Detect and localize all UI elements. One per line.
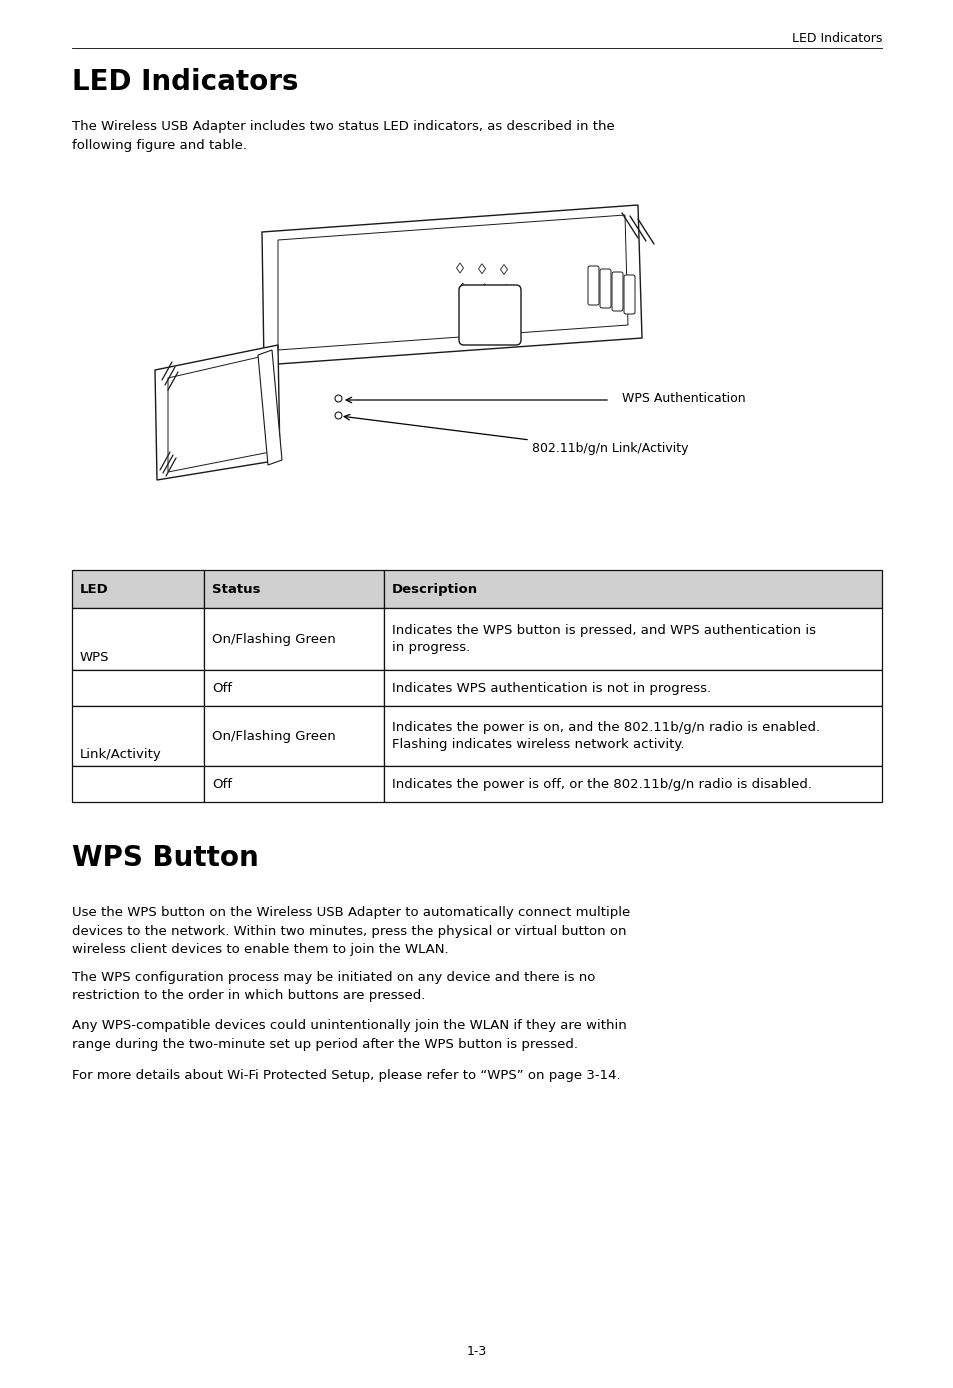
Bar <box>383 670 882 706</box>
Bar <box>71 570 204 608</box>
Text: Indicates the power is on, and the 802.11b/g/n radio is enabled.
Flashing indica: Indicates the power is on, and the 802.1… <box>392 720 820 751</box>
Text: WPS Button: WPS Button <box>71 844 258 872</box>
Text: The WPS configuration process may be initiated on any device and there is no
res: The WPS configuration process may be ini… <box>71 970 595 1002</box>
Text: LED: LED <box>80 583 109 595</box>
Text: Any WPS-compatible devices could unintentionally join the WLAN if they are withi: Any WPS-compatible devices could uninten… <box>71 1020 626 1051</box>
Text: The Wireless USB Adapter includes two status LED indicators, as described in the: The Wireless USB Adapter includes two st… <box>71 119 614 151</box>
Polygon shape <box>154 346 280 480</box>
Text: Link/Activity: Link/Activity <box>80 748 162 761</box>
Bar <box>71 608 204 670</box>
Text: Status: Status <box>212 583 260 595</box>
Text: Off: Off <box>212 777 232 791</box>
Text: Indicates WPS authentication is not in progress.: Indicates WPS authentication is not in p… <box>392 682 710 694</box>
Text: Description: Description <box>392 583 477 595</box>
FancyBboxPatch shape <box>623 275 635 314</box>
Text: On/Flashing Green: On/Flashing Green <box>212 730 335 743</box>
Bar <box>204 570 383 608</box>
Text: WPS Authentication: WPS Authentication <box>621 391 745 404</box>
Text: Indicates the WPS button is pressed, and WPS authentication is
in progress.: Indicates the WPS button is pressed, and… <box>392 623 815 654</box>
Text: For more details about Wi-Fi Protected Setup, please refer to “WPS” on page 3-14: For more details about Wi-Fi Protected S… <box>71 1069 620 1081</box>
Text: On/Flashing Green: On/Flashing Green <box>212 633 335 645</box>
Text: WPS: WPS <box>80 651 110 663</box>
Bar <box>383 706 882 766</box>
Bar <box>71 766 204 802</box>
FancyBboxPatch shape <box>612 272 622 311</box>
Polygon shape <box>257 350 282 465</box>
FancyBboxPatch shape <box>587 266 598 305</box>
Text: 802.11b/g/n Link/Activity: 802.11b/g/n Link/Activity <box>532 441 688 455</box>
Bar <box>71 706 204 766</box>
Text: 1-3: 1-3 <box>466 1345 487 1357</box>
Text: Use the WPS button on the Wireless USB Adapter to automatically connect multiple: Use the WPS button on the Wireless USB A… <box>71 906 630 956</box>
Bar <box>383 570 882 608</box>
Text: LED Indicators: LED Indicators <box>71 68 298 96</box>
Text: Indicates the power is off, or the 802.11b/g/n radio is disabled.: Indicates the power is off, or the 802.1… <box>392 777 811 791</box>
FancyBboxPatch shape <box>458 285 520 346</box>
Bar <box>204 608 383 670</box>
Text: LED Indicators: LED Indicators <box>791 32 882 44</box>
Polygon shape <box>262 205 641 365</box>
Bar <box>204 706 383 766</box>
Bar <box>204 670 383 706</box>
Bar <box>71 670 204 706</box>
Bar <box>383 766 882 802</box>
FancyBboxPatch shape <box>599 269 610 308</box>
Bar <box>383 608 882 670</box>
Bar <box>204 766 383 802</box>
Text: Off: Off <box>212 682 232 694</box>
